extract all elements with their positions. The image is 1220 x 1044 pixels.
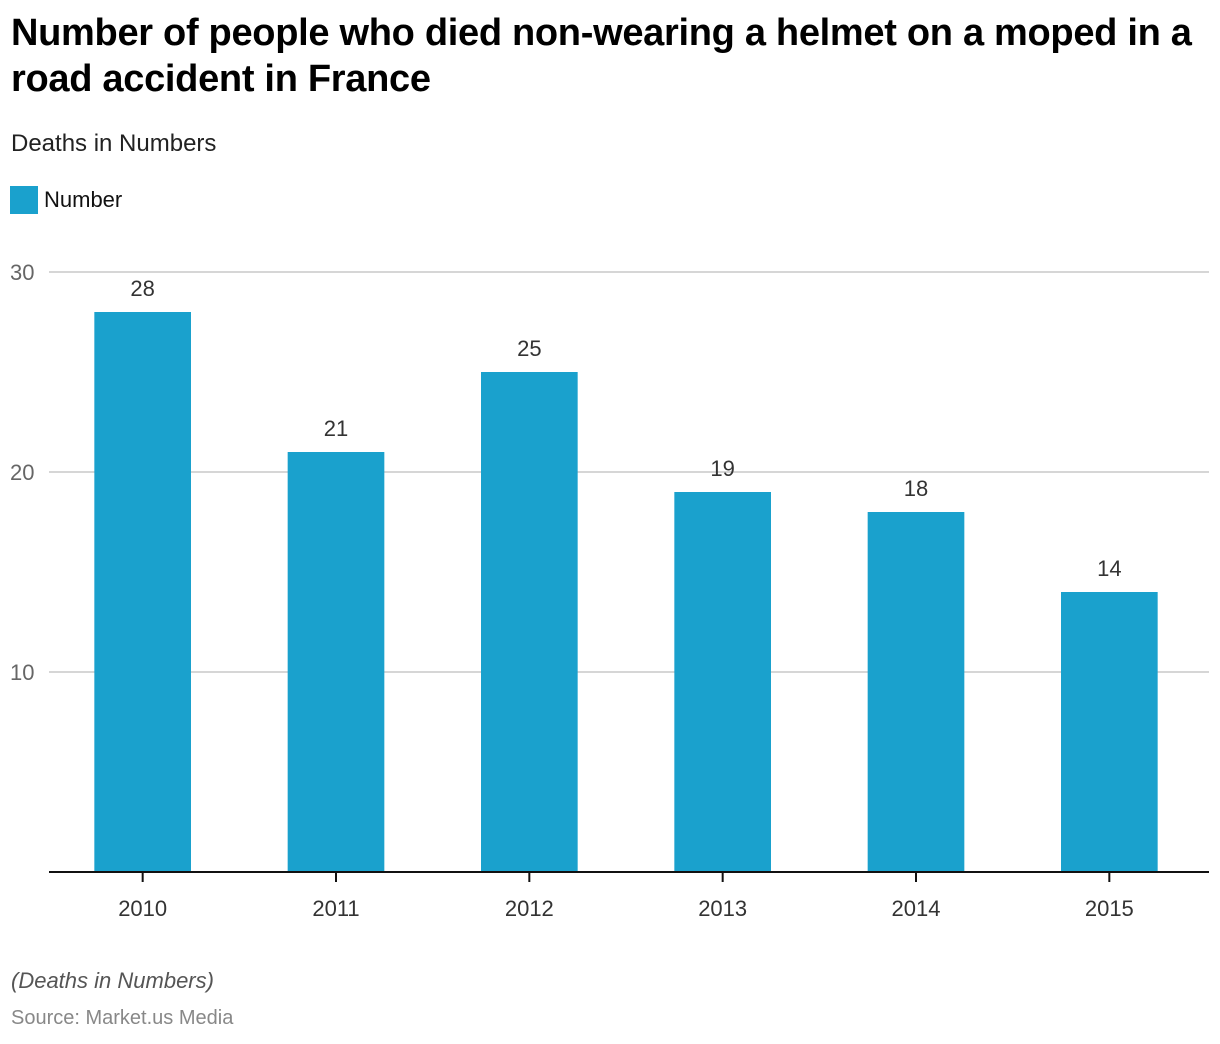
x-tick-label: 2015 <box>1085 896 1134 921</box>
footnote: (Deaths in Numbers) <box>11 968 214 993</box>
source-credit: Source: Market.us Media <box>11 1007 234 1029</box>
y-tick-label: 20 <box>10 460 34 485</box>
bar-2012 <box>481 372 578 872</box>
gridlines <box>49 271 1209 673</box>
y-axis-labels: 10 20 30 <box>10 260 34 685</box>
data-label: 28 <box>130 276 154 301</box>
legend-swatch <box>10 186 38 214</box>
x-axis: 2010 2011 2012 2013 2014 2015 <box>118 872 1134 921</box>
bar-2010 <box>94 312 191 872</box>
bar-2011 <box>287 452 385 872</box>
bar-chart: 10 20 30 28 21 25 19 18 14 2010 2011 2012 2013 2014… <box>10 260 1209 921</box>
bar-2015 <box>1061 592 1158 872</box>
x-tick-label: 2012 <box>505 896 554 921</box>
bar-2013 <box>674 492 771 872</box>
data-label: 21 <box>324 416 348 441</box>
data-label: 25 <box>517 336 541 361</box>
bars <box>94 312 1158 872</box>
bar-2014 <box>867 512 965 872</box>
chart-subtitle: Deaths in Numbers <box>11 130 217 157</box>
x-tick-label: 2010 <box>118 896 167 921</box>
x-tick-label: 2011 <box>312 896 359 921</box>
legend: Number <box>10 186 122 214</box>
data-labels: 28 21 25 19 18 14 <box>130 276 1121 581</box>
x-tick-label: 2014 <box>892 896 941 921</box>
chart-title: Number of people who died non-wearing a … <box>11 12 1192 100</box>
data-label: 18 <box>904 476 928 501</box>
data-label: 19 <box>710 456 734 481</box>
legend-label: Number <box>44 187 123 212</box>
y-tick-label: 30 <box>10 260 34 285</box>
x-tick-label: 2013 <box>698 896 747 921</box>
y-tick-label: 10 <box>10 660 34 685</box>
data-label: 14 <box>1097 556 1121 581</box>
